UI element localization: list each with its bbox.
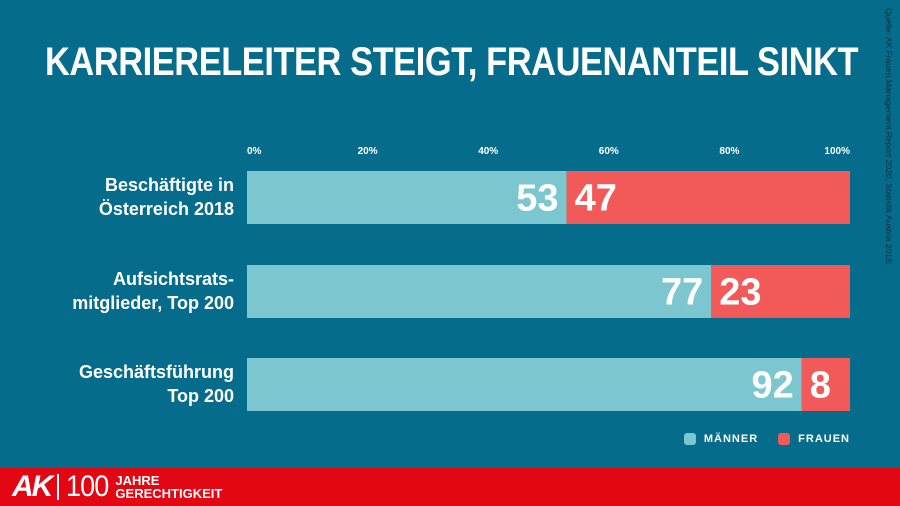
legend-swatch-frauen: [778, 433, 791, 445]
category-label-1-line-1: mitglieder, Top 200: [72, 293, 234, 313]
category-label-0-line-0: Beschäftigte in: [105, 175, 234, 195]
value-label-frauen-1: 23: [719, 272, 761, 314]
x-tick-label-4: 80%: [719, 146, 739, 157]
ak-logo: AK: [12, 470, 53, 503]
category-label-2-line-1: Top 200: [167, 386, 234, 406]
category-label-2-line-0: Geschäftsführung: [79, 362, 234, 382]
bar-frauen-0: [566, 171, 850, 224]
x-tick-label-2: 40%: [478, 146, 498, 157]
value-label-männer-2: 92: [751, 365, 793, 407]
bar-männer-0: [247, 171, 567, 224]
chart-title: KARRIERELEITER STEIGT, FRAUENANTEIL SINK…: [45, 40, 859, 84]
category-label-0-line-1: Österreich 2018: [99, 199, 234, 219]
ak-brand: AK 100 JAHRE GERECHTIGKEIT: [12, 471, 222, 503]
anniversary-number: 100: [66, 470, 109, 503]
category-label-1-line-0: Aufsichtsrats-: [113, 269, 234, 289]
x-tick-label-5: 100%: [824, 146, 850, 157]
value-label-frauen-2: 8: [810, 365, 831, 407]
legend-item-frauen: FRAUEN: [778, 433, 850, 445]
anniversary-text: JAHRE GERECHTIGKEIT: [115, 474, 222, 500]
bar-frauen-1: [711, 265, 850, 318]
legend: MÄNNER FRAUEN: [683, 433, 850, 445]
legend-label-maenner: MÄNNER: [703, 433, 759, 445]
legend-label-frauen: FRAUEN: [798, 433, 850, 445]
anniversary-line2: GERECHTIGKEIT: [115, 486, 223, 501]
legend-item-maenner: MÄNNER: [683, 433, 759, 445]
x-tick-label-3: 60%: [599, 146, 619, 157]
x-tick-label-1: 20%: [358, 146, 378, 157]
legend-swatch-maenner: [683, 433, 696, 445]
bar-frauen-2: [801, 358, 850, 411]
footer-bar: AK 100 JAHRE GERECHTIGKEIT: [0, 468, 900, 506]
bar-männer-1: [247, 265, 712, 318]
bar-männer-2: [247, 358, 802, 411]
logo-divider: [57, 474, 60, 500]
anniversary-line1: JAHRE: [115, 473, 160, 488]
value-label-männer-0: 53: [516, 178, 558, 220]
value-label-frauen-0: 47: [575, 178, 617, 220]
x-tick-label-0: 0%: [247, 146, 262, 157]
value-label-männer-1: 77: [661, 272, 703, 314]
